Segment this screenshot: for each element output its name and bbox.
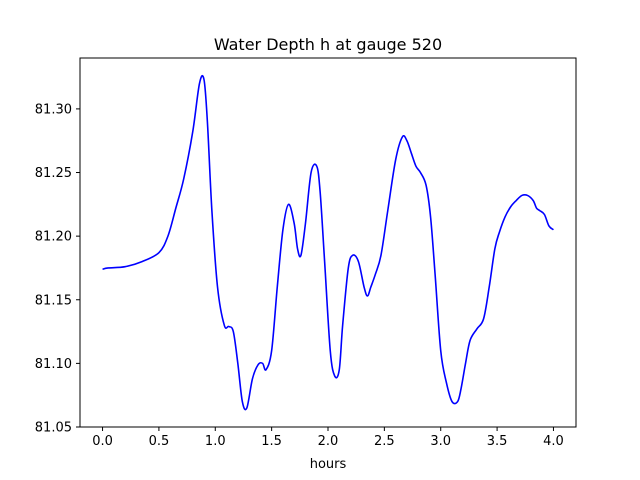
y-tick-label: 81.20: [35, 230, 72, 245]
y-tick-label: 81.05: [35, 421, 72, 436]
x-tick-label: 0.0: [92, 434, 113, 449]
x-tick-label: 3.5: [487, 434, 508, 449]
y-tick-label: 81.15: [35, 293, 72, 308]
x-axis: 0.0 0.5 1.0 1.5 2.0 2.5 3.0 3.5 4.0: [92, 427, 564, 449]
x-tick-label: 1.5: [261, 434, 282, 449]
x-tick-label: 1.0: [205, 434, 226, 449]
series-line: [102, 74, 554, 411]
x-tick-label: 0.5: [149, 434, 170, 449]
x-tick-label: 4.0: [543, 434, 564, 449]
y-tick-label: 81.25: [35, 166, 72, 181]
x-tick-label: 2.0: [318, 434, 339, 449]
x-tick-label: 3.0: [430, 434, 451, 449]
y-tick-label: 81.10: [35, 357, 72, 372]
y-axis: 81.05 81.10 81.15 81.20 81.25 81.30: [35, 102, 80, 436]
x-tick-label: 2.5: [374, 434, 395, 449]
chart-title: Water Depth h at gauge 520: [214, 35, 442, 54]
plot-area: [102, 74, 554, 411]
x-axis-label: hours: [310, 457, 347, 472]
y-tick-label: 81.30: [35, 102, 72, 117]
